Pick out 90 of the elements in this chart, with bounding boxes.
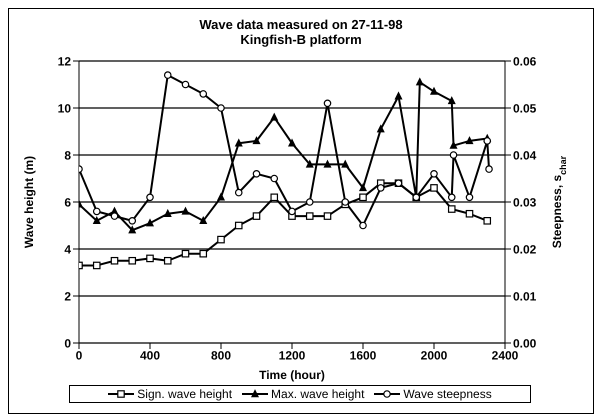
point (182, 250, 190, 258)
point (93, 216, 100, 224)
x-tick-label: 400 (140, 348, 160, 363)
point (416, 78, 424, 86)
point (110, 256, 118, 265)
point (252, 212, 260, 220)
chart-title: Wave data measured on 27-11-98 (198, 17, 404, 32)
y-tick-label: 12 (58, 54, 72, 68)
point (235, 139, 242, 146)
point (164, 210, 172, 217)
point (466, 194, 474, 202)
x-tick-label: 800 (210, 348, 232, 363)
point (342, 160, 349, 168)
point (128, 256, 136, 265)
point (182, 80, 190, 88)
point (430, 170, 438, 178)
point (288, 139, 296, 146)
point (164, 256, 172, 265)
x-axis-title: Time (hour) (259, 368, 325, 382)
point (288, 208, 296, 216)
y2-tick-label: 0.02 (513, 242, 537, 256)
point (199, 250, 208, 258)
legend-label: Max. wave height (271, 387, 364, 401)
point (128, 217, 136, 225)
point (324, 160, 332, 168)
y-axis-title: Wave height (m) (22, 156, 36, 248)
y-tick-label: 8 (64, 148, 72, 162)
point (359, 222, 367, 230)
point (182, 207, 190, 215)
point (430, 87, 438, 95)
y2-tick-label: 0.00 (513, 336, 537, 350)
point (252, 170, 260, 178)
y-tick-label: 0 (64, 336, 72, 350)
point (450, 141, 458, 149)
y2-tick-label: 0.06 (513, 54, 537, 68)
point (394, 92, 402, 100)
point (306, 160, 314, 168)
point (448, 205, 456, 213)
y-tick-label: 4 (64, 242, 72, 256)
point (234, 222, 243, 230)
point (199, 90, 208, 98)
y2-tick-label: 0.04 (513, 148, 537, 162)
point (146, 218, 154, 226)
y2-tick-label: 0.01 (513, 289, 537, 304)
point (359, 184, 367, 192)
point (450, 151, 458, 159)
x-tick-label: 1200 (278, 348, 306, 363)
y2-tick-label: 0.03 (513, 195, 537, 210)
point (217, 236, 225, 244)
point (217, 193, 225, 200)
point (341, 198, 350, 206)
point (466, 210, 474, 218)
point (146, 194, 154, 202)
point (448, 194, 456, 202)
y-tick-label: 2 (64, 289, 72, 304)
point (359, 194, 367, 202)
point (377, 124, 384, 132)
point (270, 174, 278, 182)
point (466, 136, 474, 144)
point (164, 71, 172, 79)
point (92, 262, 101, 270)
x-tick-label: 2000 (420, 348, 448, 363)
y-tick-label: 10 (58, 101, 72, 116)
point (217, 104, 225, 112)
point (306, 212, 314, 220)
point (324, 212, 332, 220)
x-tick-label: 1600 (350, 348, 377, 363)
point (376, 184, 385, 192)
point (430, 184, 438, 192)
point (200, 216, 207, 224)
point (324, 100, 332, 108)
x-tick-label: 0 (76, 348, 83, 363)
point (252, 136, 260, 144)
chart-subtitle: Kingfish-B platform (239, 32, 363, 47)
point (146, 254, 154, 262)
point (128, 226, 136, 234)
point (483, 137, 492, 145)
legend-label: Wave steepness (403, 387, 492, 401)
x-tick-label: 2400 (492, 348, 519, 363)
point (92, 208, 101, 216)
y-tick-label: 6 (64, 195, 72, 210)
y2-tick-label: 0.05 (513, 101, 537, 116)
point (270, 194, 278, 202)
point (483, 217, 492, 225)
point (234, 188, 243, 196)
point (448, 96, 456, 104)
legend-label: Sign. wave height (137, 387, 232, 401)
point (270, 113, 278, 121)
point (485, 165, 493, 173)
point (306, 198, 314, 206)
